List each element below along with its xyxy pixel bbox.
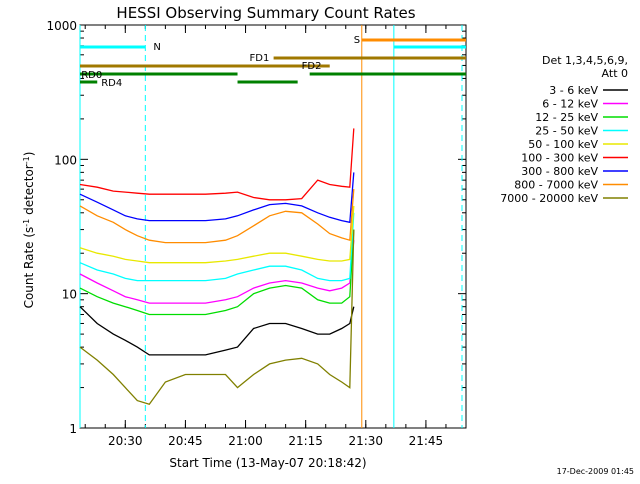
series-line xyxy=(79,189,355,244)
legend-header-detectors: Det 1,3,4,5,6,9, xyxy=(542,54,628,67)
legend-entry-label: 300 - 800 keV xyxy=(521,165,598,178)
y-axis-label-end: ) xyxy=(22,152,36,157)
series-line xyxy=(79,229,355,406)
y-tick-label: 10 xyxy=(62,288,77,302)
x-tick-label: 20:30 xyxy=(108,434,143,448)
flag-label-rd4: RD4 xyxy=(101,78,122,89)
plot-area: 1 10 100 1000 20:30 20:45 21:00 21:15 21:30 21:45… xyxy=(46,19,467,448)
y-axis-label-sup1: -1 xyxy=(22,219,31,227)
y-tick-label: 100 xyxy=(54,153,77,167)
legend-entry-label: 12 - 25 keV xyxy=(535,111,598,124)
series-line xyxy=(79,205,355,264)
x-axis-label: Start Time (13-May-07 20:18:42) xyxy=(169,456,366,470)
flag-label-rd0: RD0 xyxy=(81,70,102,81)
series-line xyxy=(79,306,355,356)
timestamp-stamp: 17-Dec-2009 01:45 xyxy=(556,467,634,476)
legend-entry-label: 50 - 100 keV xyxy=(528,138,598,151)
flag-label-n: N xyxy=(153,42,160,53)
y-tick-label: 1 xyxy=(69,422,77,436)
series-line xyxy=(79,128,355,201)
flag-label-fd1: FD1 xyxy=(250,53,270,64)
x-tick-label: 21:30 xyxy=(348,434,383,448)
y-tick-label: 1000 xyxy=(46,19,77,33)
legend-entry-label: 6 - 12 keV xyxy=(542,98,598,111)
legend-entry-label: 800 - 7000 keV xyxy=(514,179,598,192)
flag-label-fd2: FD2 xyxy=(302,61,322,72)
series-line xyxy=(79,229,355,316)
plot-frame xyxy=(79,24,467,429)
legend-entry-label: 100 - 300 keV xyxy=(521,152,598,165)
legend-entry-label: 25 - 50 keV xyxy=(535,125,598,138)
flag-label-s: S xyxy=(354,35,360,46)
y-axis-label-mid: detector xyxy=(22,164,36,219)
legend-header-attenuator: Att 0 xyxy=(602,67,628,80)
chart-title: HESSI Observing Summary Count Rates xyxy=(116,4,415,22)
y-axis-label: Count Rate (s-1 detector-1) xyxy=(22,152,36,309)
legend-entry-label: 3 - 6 keV xyxy=(549,84,598,97)
series-line xyxy=(79,172,355,224)
series-line xyxy=(79,240,355,304)
x-tick-label: 20:45 xyxy=(168,434,203,448)
x-tick-label: 21:00 xyxy=(228,434,263,448)
y-axis-label-main: Count Rate (s xyxy=(22,227,36,309)
x-tick-label: 21:15 xyxy=(288,434,323,448)
x-tick-label: 21:45 xyxy=(409,434,444,448)
series-line xyxy=(79,212,355,282)
y-axis-label-sup2: -1 xyxy=(22,156,31,164)
legend-entry-label: 7000 - 20000 keV xyxy=(500,192,598,205)
